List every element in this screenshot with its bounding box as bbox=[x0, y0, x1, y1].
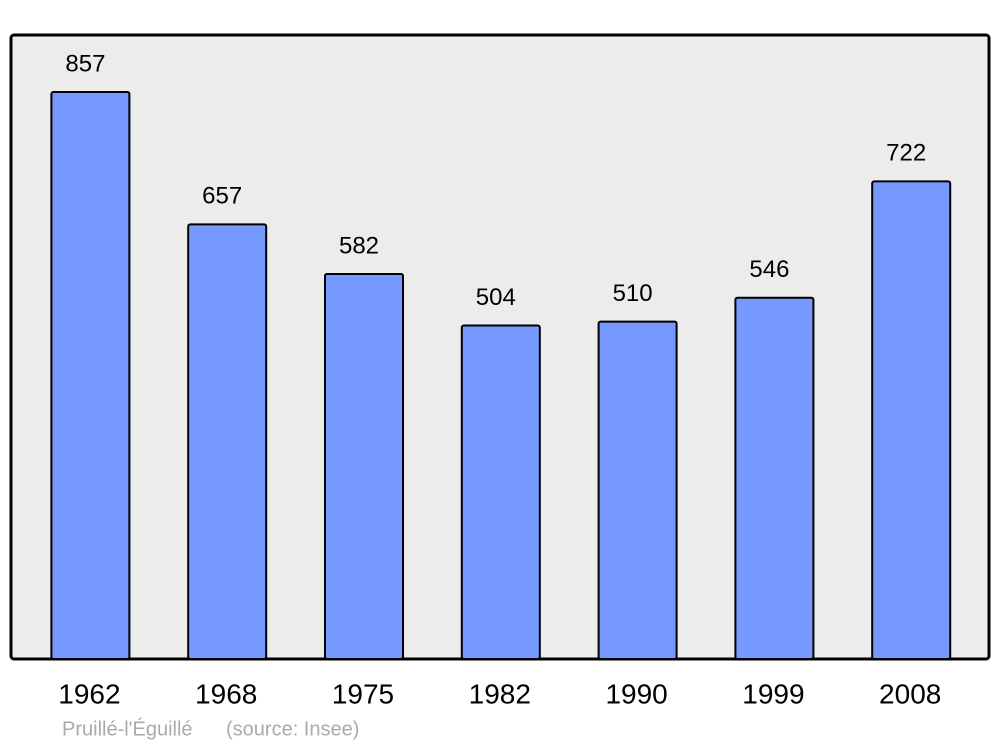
x-tick-label: 1999 bbox=[742, 678, 804, 709]
value-label: 657 bbox=[202, 183, 242, 210]
x-tick-label: 1968 bbox=[195, 678, 257, 709]
bar bbox=[460, 324, 541, 660]
x-tick-label: 1990 bbox=[605, 678, 667, 709]
x-tick-label: 1962 bbox=[58, 678, 120, 709]
value-label: 722 bbox=[886, 140, 926, 167]
x-tick-label: 2008 bbox=[879, 678, 941, 709]
bar bbox=[871, 180, 952, 660]
value-label: 510 bbox=[613, 280, 653, 307]
x-tick-label: 1982 bbox=[469, 678, 531, 709]
bar bbox=[597, 320, 678, 660]
place-name: Pruillé-l'Éguillé bbox=[62, 717, 193, 740]
x-tick-label: 1975 bbox=[332, 678, 394, 709]
bar bbox=[187, 223, 268, 660]
bar bbox=[324, 272, 404, 660]
value-label: 857 bbox=[65, 50, 105, 77]
bar bbox=[50, 91, 131, 660]
value-label: 546 bbox=[749, 256, 789, 283]
bar bbox=[734, 296, 815, 660]
source: (source: Insee) bbox=[226, 718, 359, 740]
value-label: 504 bbox=[476, 284, 516, 311]
value-label: 582 bbox=[339, 232, 379, 259]
